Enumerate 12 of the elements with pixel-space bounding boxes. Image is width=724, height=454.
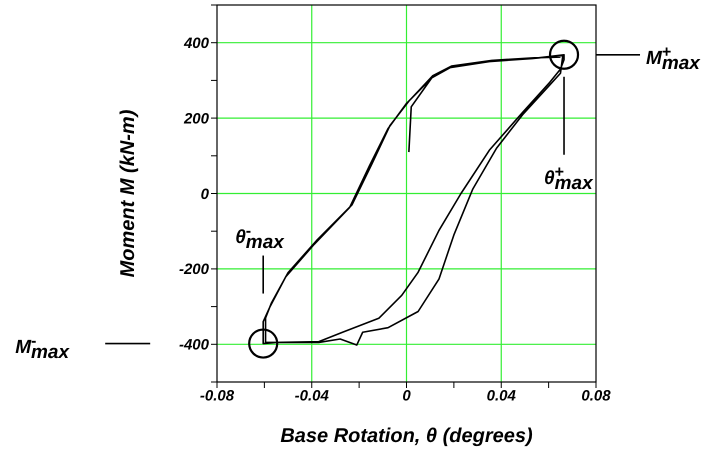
x-tick-label: 0.04: [486, 388, 516, 405]
y-tick-label: -200: [178, 261, 210, 278]
y-tick-label: 200: [182, 110, 210, 128]
x-tick-label: -0.04: [294, 388, 330, 405]
y-tick-label: 0: [200, 186, 210, 203]
y-tick-label: 400: [182, 35, 210, 52]
y-tick-label: -400: [178, 336, 210, 354]
x-tick-label: 0.08: [581, 388, 612, 405]
x-axis-title: Base Rotation, θ (degrees): [280, 425, 533, 447]
y-axis-title: Moment M (kN-m): [117, 109, 139, 278]
x-tick-label: -0.08: [200, 388, 235, 405]
x-tick-label: 0: [402, 388, 412, 405]
